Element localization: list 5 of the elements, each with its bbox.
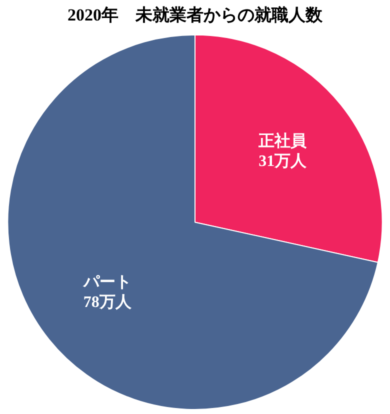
- chart-title: 2020年 未就業者からの就職人数: [68, 6, 324, 25]
- slice-label: パート: [82, 274, 132, 291]
- slice-label: 正社員: [258, 132, 308, 150]
- data-label: 78万人: [83, 292, 132, 311]
- data-label: 31万人: [258, 152, 308, 170]
